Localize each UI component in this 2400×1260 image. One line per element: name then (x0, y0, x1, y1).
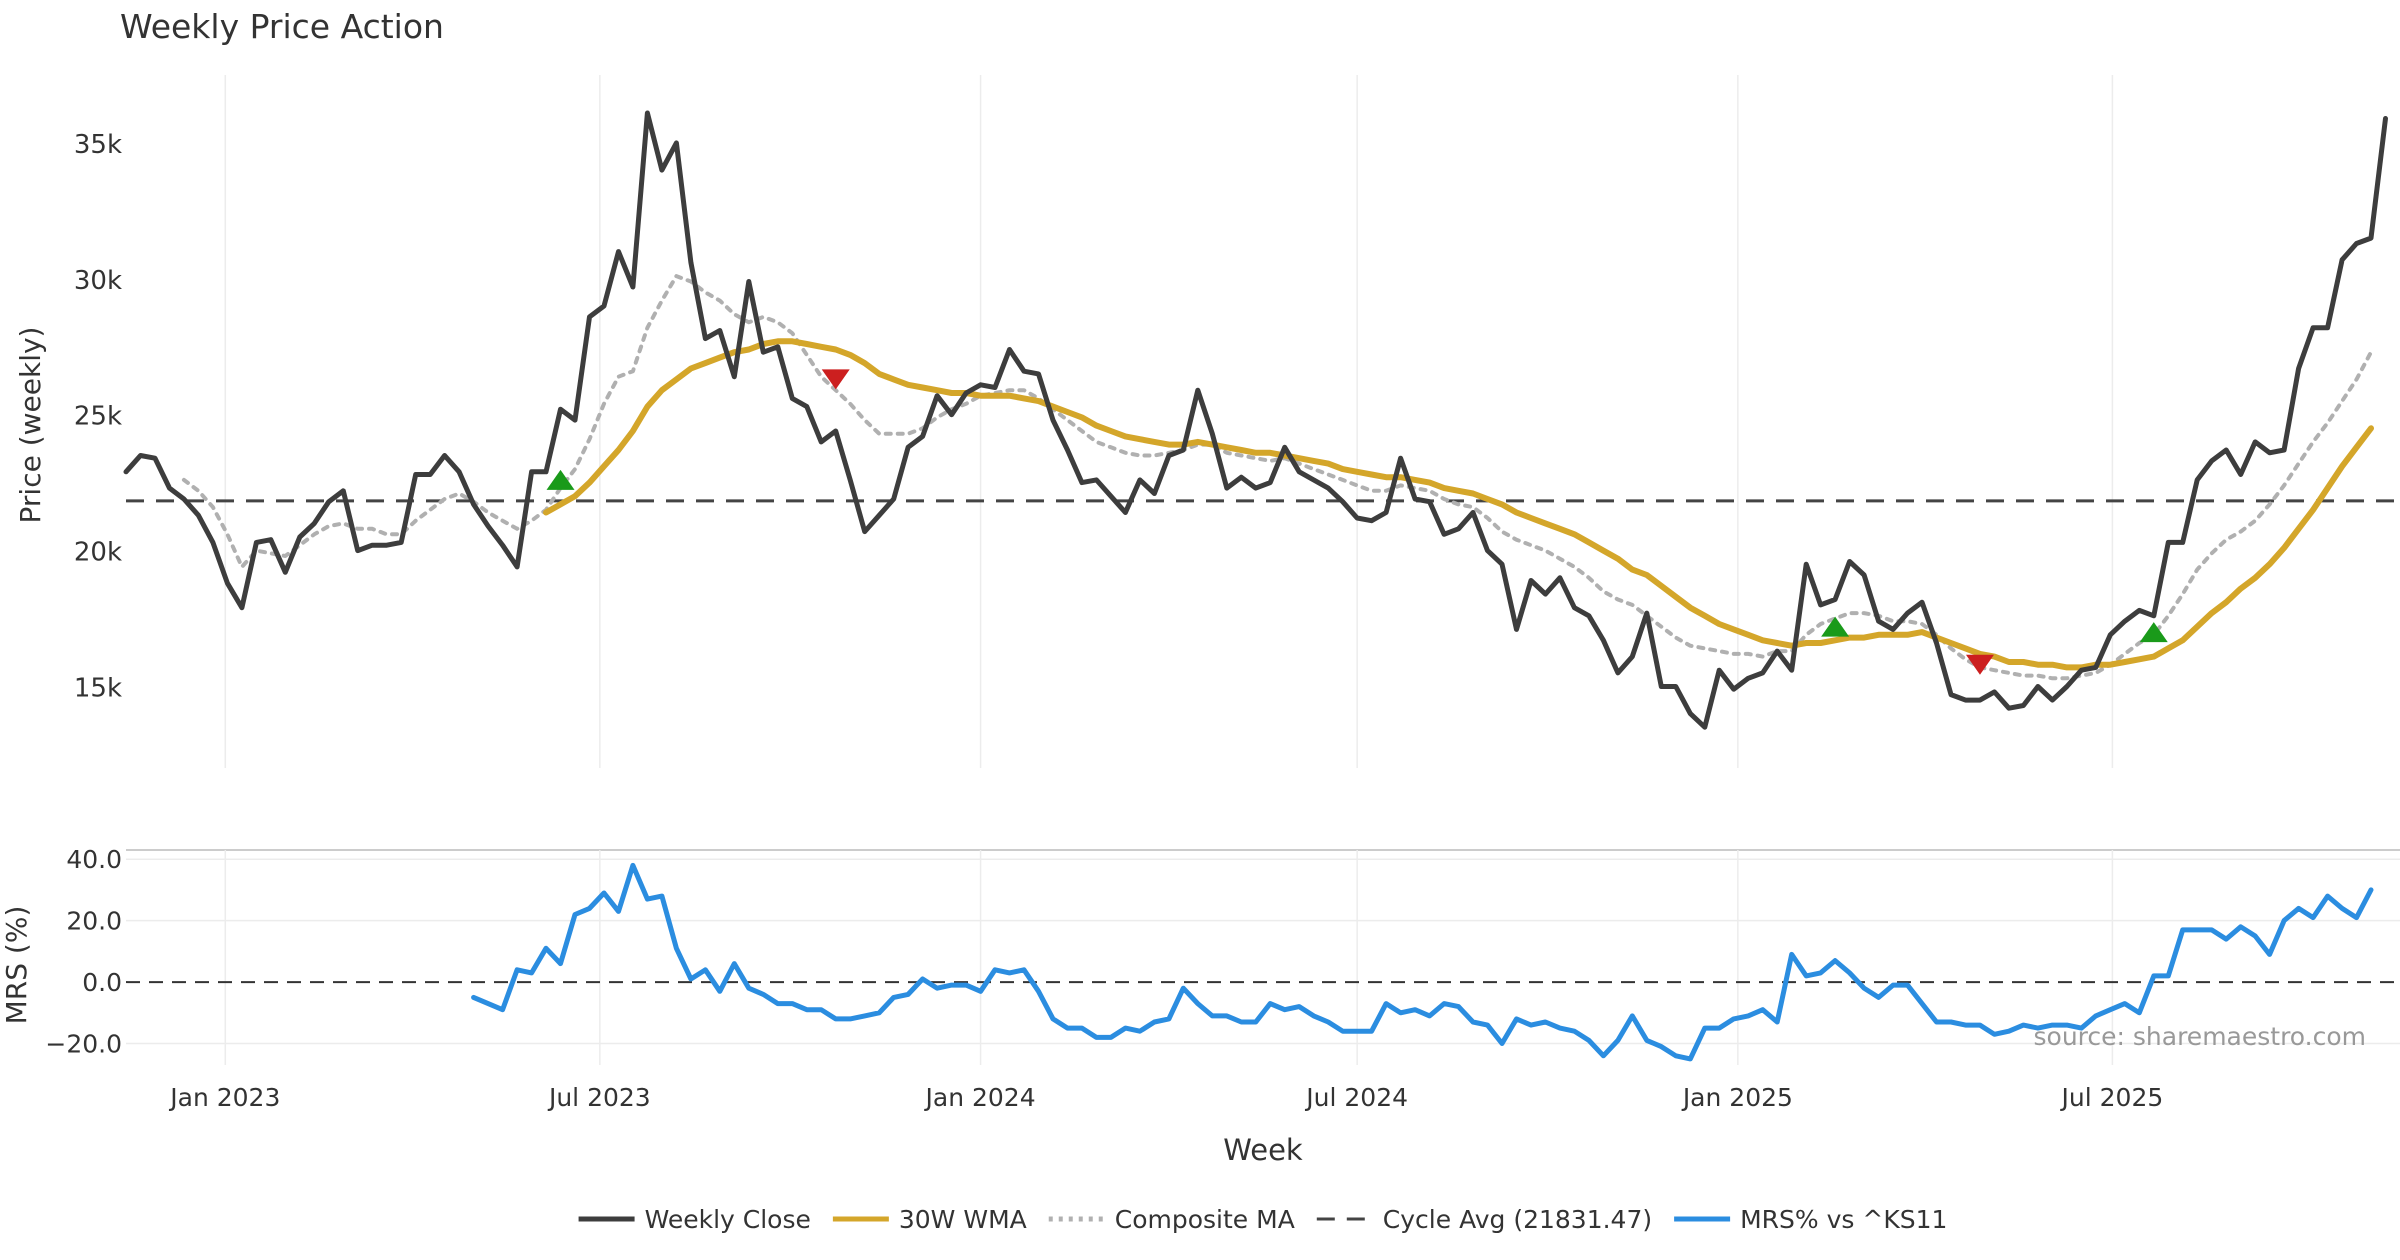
price-ytick-label: 25k (74, 402, 122, 432)
legend-label: MRS% vs ^KS11 (1740, 1205, 1947, 1234)
price-ytick-label: 30k (74, 266, 122, 296)
legend-item: Cycle Avg (21831.47) (1316, 1205, 1652, 1234)
wma-30w-line (543, 338, 2374, 671)
legend-label: Composite MA (1115, 1205, 1295, 1234)
x-tick-label: Jul 2025 (2060, 1083, 2164, 1112)
legend: Weekly Close 30W WMA Composite MA Cycle Avg… (578, 1205, 1947, 1234)
buy-signal-marker (546, 469, 575, 490)
signal-markers (546, 369, 2168, 675)
mrs-ytick-label: −20.0 (45, 1030, 122, 1059)
x-tick-label: Jan 2023 (168, 1083, 280, 1112)
mrs-panel: −20.0 0.0 20.0 40.0 MRS (%) source: sharema… (0, 845, 2400, 1065)
legend-item: MRS% vs ^KS11 (1674, 1205, 1947, 1234)
x-tick-label: Jul 2024 (1304, 1083, 1408, 1112)
legend-item: Weekly Close (578, 1205, 811, 1234)
buy-signal-marker (1821, 616, 1850, 637)
price-ytick-label: 35k (74, 130, 122, 160)
price-ytick-label: 15k (74, 673, 122, 703)
legend-label: 30W WMA (899, 1205, 1027, 1234)
legend-item: 30W WMA (832, 1205, 1027, 1234)
composite-ma-line (181, 274, 2373, 681)
mrs-ytick-label: 40.0 (66, 845, 122, 874)
weekly-close-line (123, 110, 2388, 730)
sell-signal-marker (1965, 654, 1994, 675)
x-axis-label: Week (1223, 1133, 1303, 1167)
mrs-line (471, 862, 2374, 1062)
mrs-gridlines (126, 850, 2400, 1065)
source-watermark: source: sharemaestro.com (2034, 1022, 2367, 1051)
mrs-series (471, 862, 2374, 1062)
legend-label: Weekly Close (645, 1205, 811, 1234)
x-axis-ticks: Jan 2023 Jul 2023 Jan 2024 Jul 2024 Jan 2025… (168, 1083, 2163, 1112)
x-tick-label: Jul 2023 (547, 1083, 651, 1112)
x-tick-label: Jan 2025 (1681, 1083, 1793, 1112)
mrs-y-axis-label: MRS (%) (0, 906, 33, 1025)
price-panel: 15k 20k 25k 30k 35k Price (weekly) (14, 75, 2400, 768)
price-y-axis-label: Price (weekly) (14, 327, 47, 524)
legend-label: Cycle Avg (21831.47) (1383, 1205, 1652, 1234)
price-ytick-label: 20k (74, 538, 122, 568)
chart-title: Weekly Price Action (120, 7, 444, 46)
x-tick-label: Jan 2024 (924, 1083, 1036, 1112)
price-series (123, 110, 2388, 730)
sell-signal-marker (821, 369, 850, 390)
legend-item: Composite MA (1048, 1205, 1295, 1234)
mrs-ytick-label: 0.0 (82, 968, 122, 997)
price-gridlines (224, 75, 2114, 768)
price-y-ticks: 15k 20k 25k 30k 35k (74, 130, 122, 704)
mrs-y-ticks: −20.0 0.0 20.0 40.0 (45, 845, 122, 1058)
mrs-ytick-label: 20.0 (66, 907, 122, 936)
buy-signal-marker (2139, 622, 2168, 643)
